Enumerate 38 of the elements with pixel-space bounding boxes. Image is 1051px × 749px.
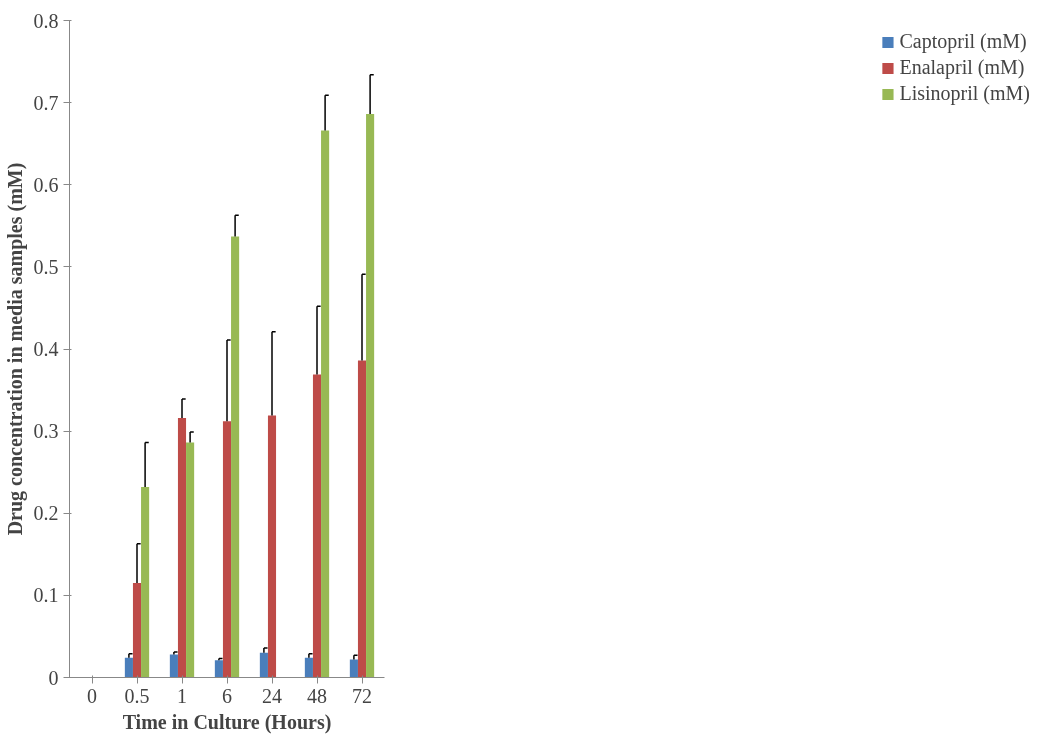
x-tick-label: 48: [307, 684, 327, 707]
y-tick-label: 0.8: [33, 9, 59, 32]
bar: [132, 583, 142, 678]
x-tick-label: 6: [222, 684, 232, 707]
bar: [304, 657, 313, 678]
bar: [321, 130, 330, 678]
bar: [141, 486, 150, 678]
x-tick-label: 0.5: [124, 684, 150, 707]
y-tick-label: 0.5: [33, 255, 59, 278]
y-axis-title: Drug concentration in media samples (mM): [3, 162, 27, 536]
x-tick-label: 0: [87, 684, 97, 707]
bar: [357, 360, 367, 678]
bar: [312, 374, 322, 678]
y-tick-label: 0.3: [33, 420, 59, 443]
bar: [366, 114, 375, 678]
bar: [349, 659, 358, 678]
y-tick-label: 0: [48, 666, 59, 689]
y-tick-label: 0.4: [33, 338, 59, 360]
bar: [231, 236, 240, 678]
y-tick-label: 0.7: [33, 91, 59, 114]
bar: [169, 654, 178, 678]
x-tick-label: 72: [352, 684, 372, 707]
legend-label: Captopril (mM): [899, 30, 1027, 53]
y-tick-label: 0.1: [33, 584, 59, 607]
y-tick-label: 0.6: [33, 173, 59, 196]
legend-label: Enalapril (mM): [899, 56, 1025, 79]
bar: [259, 652, 268, 678]
bar: [267, 415, 277, 678]
bar: [124, 657, 133, 678]
bar: [222, 421, 232, 678]
x-tick-label: 24: [262, 684, 282, 707]
bar: [177, 417, 187, 678]
x-axis-title: Time in Culture (Hours): [122, 710, 332, 734]
bar: [186, 442, 195, 678]
x-tick-label: 1: [177, 684, 187, 707]
bar: [214, 660, 223, 678]
y-tick-label: 0.2: [33, 502, 59, 525]
legend-label: Lisinopril (mM): [899, 82, 1030, 105]
